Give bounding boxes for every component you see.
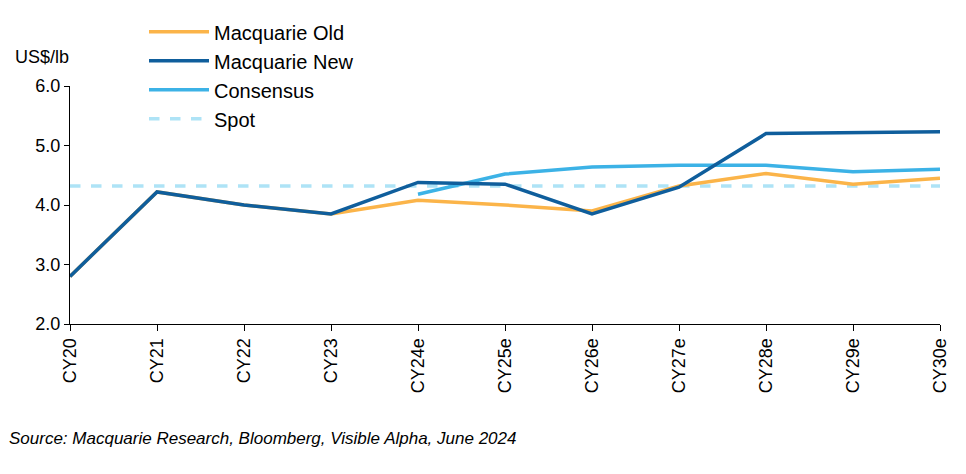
svg-text:CY20: CY20 [60, 338, 80, 383]
svg-text:4.0: 4.0 [35, 195, 60, 215]
svg-text:CY22: CY22 [234, 338, 254, 383]
svg-text:2.0: 2.0 [35, 314, 60, 334]
svg-text:CY23: CY23 [321, 338, 341, 383]
svg-text:Source: Macquarie Research, Bl: Source: Macquarie Research, Bloomberg, V… [9, 429, 516, 448]
svg-text:US$/lb: US$/lb [15, 47, 69, 67]
svg-text:Macquarie Old: Macquarie Old [214, 22, 344, 44]
svg-text:CY28e: CY28e [756, 338, 776, 393]
svg-text:CY30e: CY30e [930, 338, 950, 393]
svg-text:CY26e: CY26e [582, 338, 602, 393]
svg-text:CY21: CY21 [147, 338, 167, 383]
svg-text:CY25e: CY25e [495, 338, 515, 393]
svg-text:CY24e: CY24e [408, 338, 428, 393]
svg-text:Consensus: Consensus [214, 80, 314, 102]
svg-text:6.0: 6.0 [35, 76, 60, 96]
svg-text:3.0: 3.0 [35, 255, 60, 275]
svg-text:CY29e: CY29e [843, 338, 863, 393]
svg-text:CY27e: CY27e [669, 338, 689, 393]
svg-text:Macquarie New: Macquarie New [214, 51, 354, 73]
svg-text:Spot: Spot [214, 109, 256, 131]
svg-text:5.0: 5.0 [35, 136, 60, 156]
